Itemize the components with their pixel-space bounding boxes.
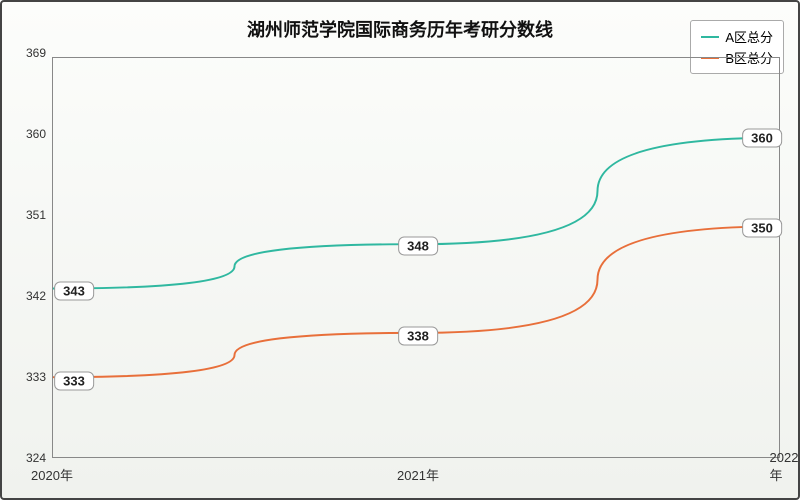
series-a-line: [53, 138, 779, 289]
y-tick-2: 342: [2, 289, 46, 303]
label-b-0: 333: [54, 372, 94, 391]
legend-label-a: A区总分: [725, 27, 773, 46]
x-tick-0: 2020年: [31, 465, 73, 484]
label-a-0: 343: [54, 282, 94, 301]
chart-title: 湖州师范学院国际商务历年考研分数线: [247, 16, 553, 42]
legend-swatch-a: [701, 36, 719, 38]
label-a-2: 360: [742, 129, 782, 148]
y-tick-5: 369: [2, 46, 46, 60]
chart-container: 湖州师范学院国际商务历年考研分数线 A区总分 B区总分 324 333 342 …: [0, 0, 800, 500]
label-b-1: 338: [398, 327, 438, 346]
label-a-1: 348: [398, 237, 438, 256]
legend-item-a: A区总分: [701, 26, 773, 47]
x-tick-2: 2022年: [770, 450, 799, 484]
label-b-2: 350: [742, 219, 782, 238]
y-tick-4: 360: [2, 127, 46, 141]
plot-svg: [53, 58, 779, 457]
x-tick-1: 2021年: [397, 465, 439, 484]
y-tick-1: 333: [2, 370, 46, 384]
plot-area: [52, 57, 780, 458]
y-tick-0: 324: [2, 451, 46, 465]
y-tick-3: 351: [2, 208, 46, 222]
